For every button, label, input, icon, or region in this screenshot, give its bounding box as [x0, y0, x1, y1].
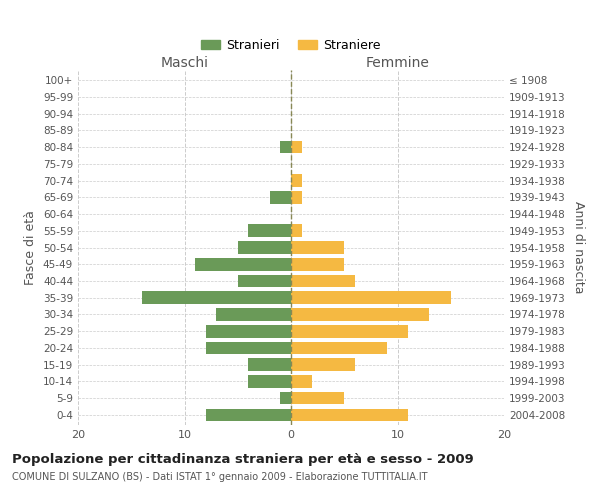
Bar [291, 140, 302, 153]
Bar [248, 224, 291, 237]
Text: COMUNE DI SULZANO (BS) - Dati ISTAT 1° gennaio 2009 - Elaborazione TUTTITALIA.IT: COMUNE DI SULZANO (BS) - Dati ISTAT 1° g… [12, 472, 427, 482]
Bar [217, 308, 291, 321]
Bar [291, 308, 430, 321]
Bar [291, 191, 302, 203]
Bar [291, 274, 355, 287]
Bar [291, 292, 451, 304]
Text: Popolazione per cittadinanza straniera per età e sesso - 2009: Popolazione per cittadinanza straniera p… [12, 452, 474, 466]
Bar [291, 241, 344, 254]
Bar [291, 325, 408, 338]
Bar [291, 174, 302, 187]
Bar [291, 342, 387, 354]
Legend: Stranieri, Straniere: Stranieri, Straniere [196, 34, 386, 56]
Text: Maschi: Maschi [161, 56, 209, 70]
Bar [238, 274, 291, 287]
Bar [291, 408, 408, 421]
Bar [238, 241, 291, 254]
Bar [248, 375, 291, 388]
Bar [280, 140, 291, 153]
Bar [291, 358, 355, 371]
Text: Femmine: Femmine [365, 56, 430, 70]
Bar [291, 392, 344, 404]
Bar [206, 408, 291, 421]
Bar [142, 292, 291, 304]
Bar [280, 392, 291, 404]
Y-axis label: Anni di nascita: Anni di nascita [572, 201, 585, 294]
Bar [248, 358, 291, 371]
Bar [291, 375, 313, 388]
Bar [195, 258, 291, 270]
Bar [291, 258, 344, 270]
Bar [291, 224, 302, 237]
Bar [206, 325, 291, 338]
Bar [206, 342, 291, 354]
Bar [270, 191, 291, 203]
Y-axis label: Fasce di età: Fasce di età [25, 210, 37, 285]
